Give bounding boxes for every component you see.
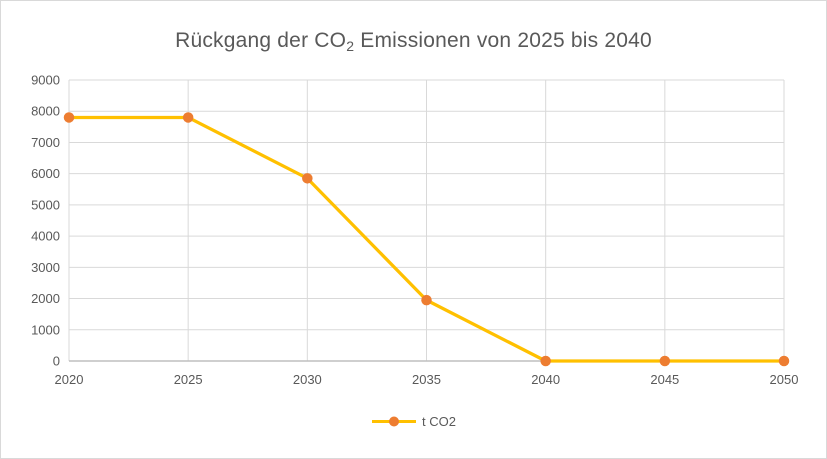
chart-title-prefix: Rückgang der CO xyxy=(175,29,347,52)
y-axis-label: 7000 xyxy=(31,135,60,150)
y-axis-label: 4000 xyxy=(31,229,60,244)
x-axis-label: 2050 xyxy=(770,372,799,387)
x-axis-label: 2040 xyxy=(531,372,560,387)
data-point-marker xyxy=(182,112,194,123)
legend-line-marker-icon xyxy=(372,416,417,427)
chart-title-suffix: Emissionen von 2025 bis 2040 xyxy=(354,29,652,52)
legend[interactable]: t CO2 xyxy=(1,414,826,429)
chart-title: Rückgang der CO2 Emissionen von 2025 bis… xyxy=(1,29,826,54)
data-point-marker xyxy=(63,112,75,123)
y-axis-label: 6000 xyxy=(31,166,60,181)
data-point-marker xyxy=(778,355,790,367)
data-point-marker xyxy=(421,294,432,306)
data-point-marker xyxy=(659,355,671,367)
y-axis-label: 2000 xyxy=(31,291,60,306)
x-axis-label: 2020 xyxy=(55,372,84,387)
y-axis-label: 0 xyxy=(53,354,60,369)
y-axis-label: 8000 xyxy=(31,104,60,119)
legend-dot-icon xyxy=(389,416,400,427)
x-axis-label: 2030 xyxy=(293,372,322,387)
legend-label: t CO2 xyxy=(422,414,456,429)
y-axis-label: 1000 xyxy=(31,322,60,337)
y-axis-label: 3000 xyxy=(31,260,60,275)
x-axis-label: 2035 xyxy=(412,372,441,387)
data-point-marker xyxy=(540,355,551,367)
x-axis-label: 2045 xyxy=(650,372,679,387)
chart-title-subscript: 2 xyxy=(346,38,355,54)
x-axis-label: 2025 xyxy=(174,372,203,387)
y-axis-label: 5000 xyxy=(31,197,60,212)
y-axis-label: 9000 xyxy=(31,73,60,88)
data-point-marker xyxy=(302,173,313,184)
